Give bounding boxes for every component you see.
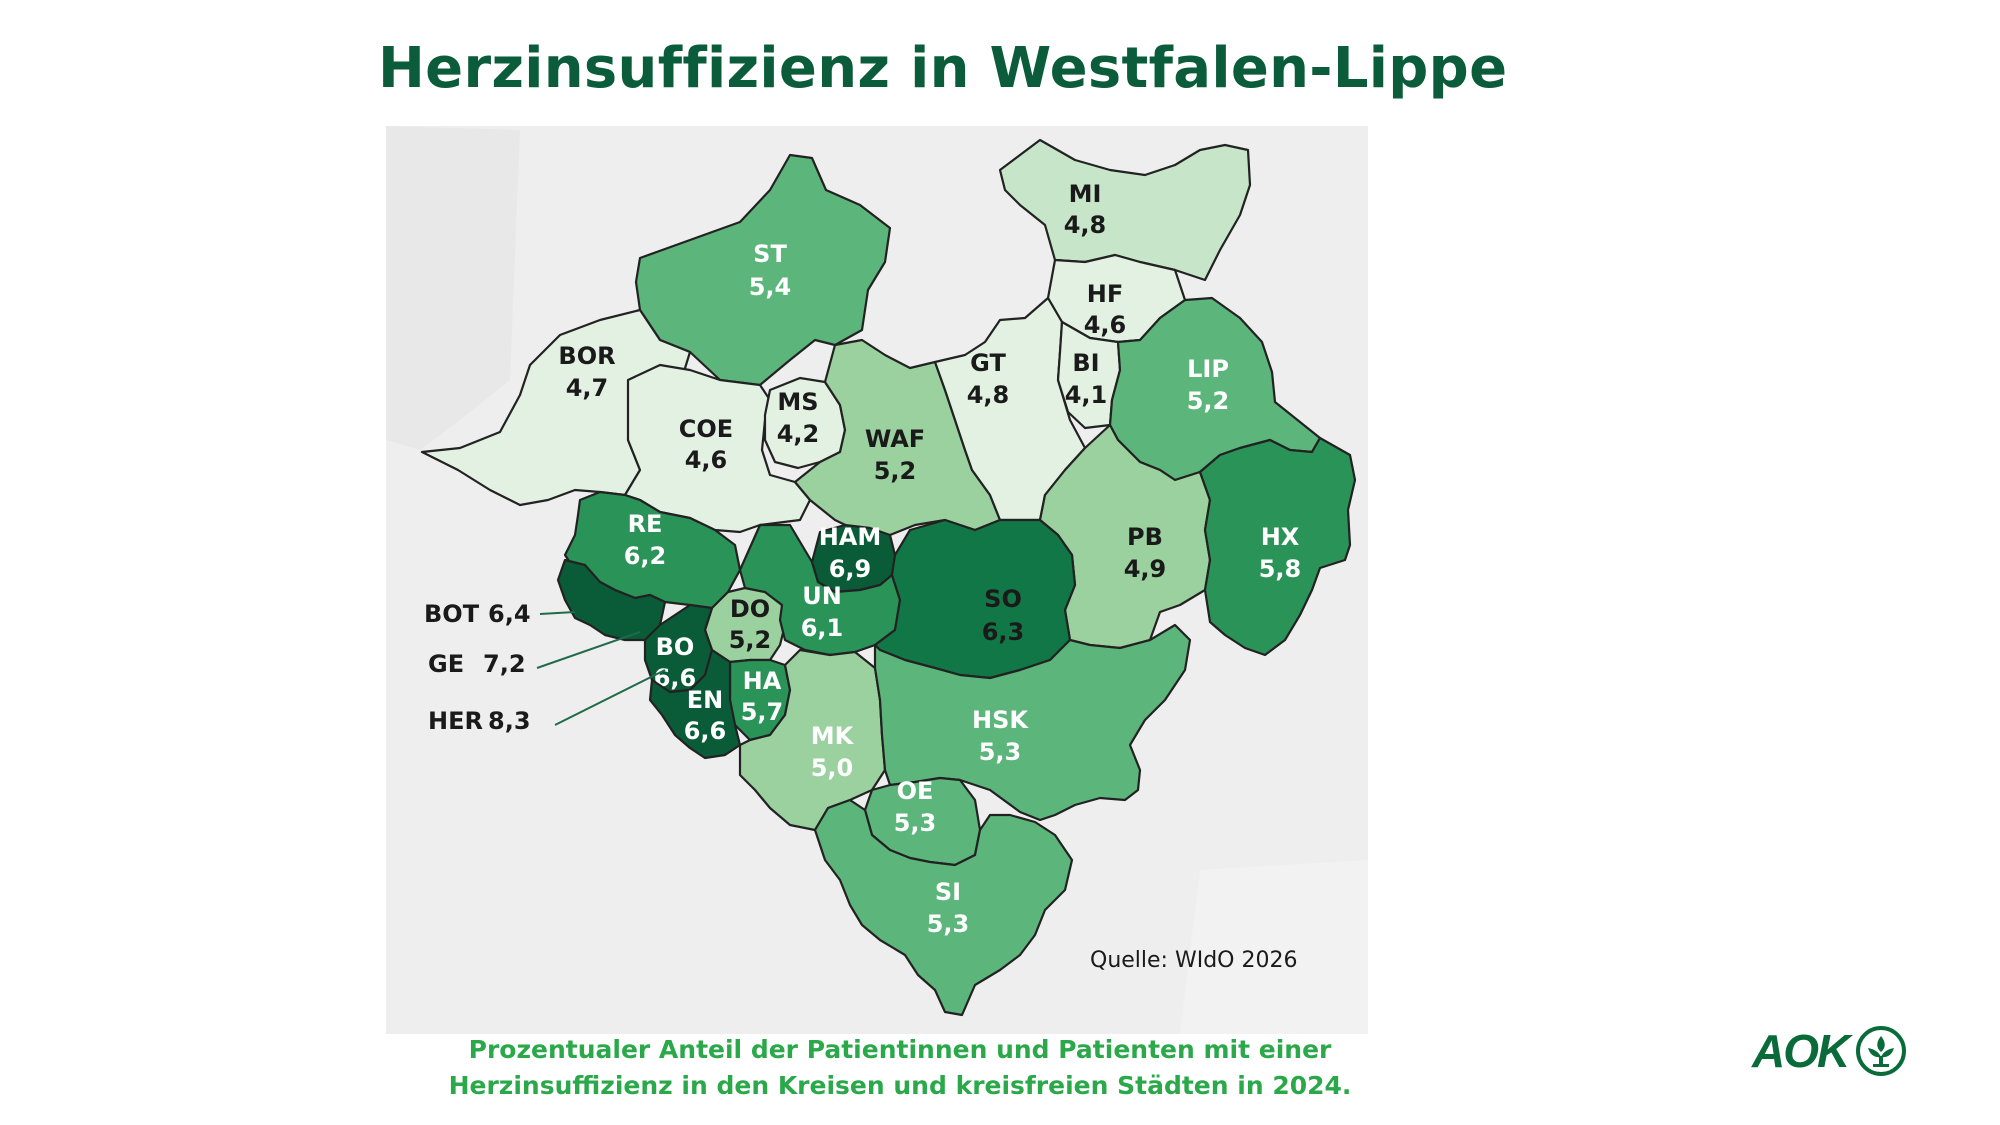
label-code-bo: BO bbox=[656, 633, 695, 661]
tree-in-circle-icon bbox=[1856, 1026, 1907, 1076]
label-value-bor: 4,7 bbox=[566, 374, 609, 402]
label-code-ha: HA bbox=[743, 667, 782, 695]
region-si[interactable]: SI 5,3 bbox=[813, 798, 1074, 1017]
label-code-coe: COE bbox=[679, 415, 733, 443]
region-so[interactable]: SO 6,3 bbox=[873, 518, 1077, 680]
label-value-so: 6,3 bbox=[982, 618, 1025, 646]
caption-line-2: Herzinsuffizienz in den Kreisen und krei… bbox=[448, 1071, 1352, 1100]
label-code-oe: OE bbox=[897, 777, 934, 805]
label-code-hx: HX bbox=[1261, 523, 1300, 551]
label-code-bor: BOR bbox=[558, 342, 615, 370]
callout-value-ge: 7,2 bbox=[483, 650, 526, 678]
map-caption: Prozentualer Anteil der Patientinnen und… bbox=[400, 1032, 1400, 1104]
label-value-hx: 5,8 bbox=[1259, 555, 1302, 583]
region-st[interactable]: ST 5,4 bbox=[634, 153, 892, 387]
label-value-mi: 4,8 bbox=[1064, 211, 1107, 239]
map-background bbox=[386, 126, 1368, 1034]
region-mi[interactable]: MI 4,8 bbox=[998, 138, 1252, 282]
region-ms[interactable]: MS 4,2 bbox=[763, 376, 847, 470]
region-bor[interactable]: BOR 4,7 bbox=[420, 308, 692, 507]
label-value-bi: 4,1 bbox=[1065, 381, 1108, 409]
callout-her: HER 8,3 bbox=[428, 669, 666, 735]
label-value-gt: 4,8 bbox=[967, 381, 1010, 409]
label-value-hf: 4,6 bbox=[1084, 311, 1127, 339]
label-value-coe: 4,6 bbox=[685, 446, 728, 474]
callout-value-bot: 6,4 bbox=[488, 600, 531, 628]
caption-line-1: Prozentualer Anteil der Patientinnen und… bbox=[468, 1035, 1332, 1064]
label-code-ms: MS bbox=[777, 388, 818, 416]
label-code-waf: WAF bbox=[865, 425, 925, 453]
label-code-mk: MK bbox=[811, 722, 855, 750]
label-code-ham: HAM bbox=[819, 523, 882, 551]
label-value-un: 6,1 bbox=[801, 614, 844, 642]
label-value-waf: 5,2 bbox=[874, 457, 917, 485]
region-ha[interactable]: HA 5,7 bbox=[728, 658, 792, 742]
region-hsk[interactable]: HSK 5,3 bbox=[873, 623, 1192, 822]
callout-code-ge: GE bbox=[428, 650, 464, 678]
region-hx[interactable]: HX 5,8 bbox=[1198, 436, 1357, 657]
label-code-mi: MI bbox=[1069, 180, 1102, 208]
region-re[interactable]: RE 6,2 bbox=[563, 490, 742, 610]
label-code-bi: BI bbox=[1072, 349, 1099, 377]
label-code-do: DO bbox=[730, 595, 770, 623]
label-code-st: ST bbox=[753, 240, 787, 268]
region-mk[interactable]: MK 5,0 bbox=[738, 648, 887, 832]
label-code-re: RE bbox=[628, 510, 663, 538]
callout-ge: GE 7,2 bbox=[428, 631, 641, 678]
label-code-en: EN bbox=[687, 686, 723, 714]
label-code-gt: GT bbox=[970, 349, 1006, 377]
aok-logo: AOK bbox=[1752, 1024, 1908, 1078]
label-value-do: 5,2 bbox=[729, 626, 772, 654]
label-value-hsk: 5,3 bbox=[979, 738, 1022, 766]
label-value-oe: 5,3 bbox=[894, 809, 937, 837]
label-code-lip: LIP bbox=[1187, 355, 1229, 383]
label-code-un: UN bbox=[802, 582, 842, 610]
label-value-lip: 5,2 bbox=[1187, 387, 1230, 415]
region-waf[interactable]: WAF 5,2 bbox=[793, 338, 1002, 537]
region-bi[interactable]: BI 4,1 bbox=[1056, 320, 1122, 430]
label-code-hf: HF bbox=[1087, 280, 1123, 308]
region-oe[interactable]: OE 5,3 bbox=[863, 776, 982, 867]
label-value-st: 5,4 bbox=[749, 273, 792, 301]
label-value-pb: 4,9 bbox=[1124, 555, 1167, 583]
label-value-ha: 5,7 bbox=[741, 698, 784, 726]
callout-code-her: HER bbox=[428, 707, 483, 735]
label-value-ms: 4,2 bbox=[777, 420, 820, 448]
label-value-ham: 6,9 bbox=[829, 555, 872, 583]
label-code-pb: PB bbox=[1127, 523, 1163, 551]
label-code-si: SI bbox=[935, 878, 961, 906]
callout-code-bot: BOT bbox=[424, 600, 480, 628]
page-title: Herzinsuffizienz in Westfalen-Lippe bbox=[378, 36, 1508, 101]
label-value-si: 5,3 bbox=[927, 910, 970, 938]
label-code-so: SO bbox=[984, 585, 1022, 613]
logo-text: AOK bbox=[1752, 1025, 1850, 1077]
label-value-en: 6,6 bbox=[684, 717, 727, 745]
region-ham[interactable]: HAM 6,9 bbox=[810, 523, 897, 594]
source-note: Quelle: WIdO 2026 bbox=[1090, 948, 1298, 973]
label-code-hsk: HSK bbox=[972, 706, 1029, 734]
label-value-re: 6,2 bbox=[624, 542, 667, 570]
callout-bot: BOT 6,4 bbox=[424, 600, 576, 628]
callout-value-her: 8,3 bbox=[488, 707, 531, 735]
region-en[interactable]: EN 6,6 bbox=[648, 648, 742, 760]
label-value-mk: 5,0 bbox=[811, 754, 854, 782]
